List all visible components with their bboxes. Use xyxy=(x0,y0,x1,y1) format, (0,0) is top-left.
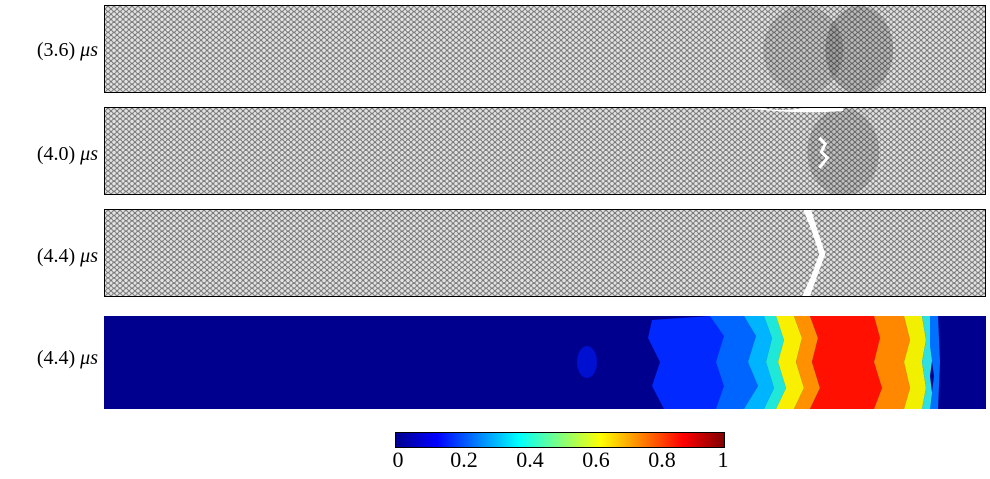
damage-field-panel xyxy=(104,316,986,409)
field-blue-spot-left xyxy=(577,346,597,378)
field-cyan-band xyxy=(744,316,774,409)
field-orange-band-right xyxy=(874,316,910,409)
colorbar-tick-2: 0.4 xyxy=(516,447,544,472)
mesh-panel-2 xyxy=(104,107,986,195)
particle-lattice xyxy=(105,108,985,194)
particle-lattice xyxy=(105,210,985,296)
panel-3-unit: μs xyxy=(80,245,98,267)
panel-1-time: (3.6) xyxy=(36,39,76,61)
compression-wave-right xyxy=(825,6,894,92)
colorbar-tick-4: 0.8 xyxy=(648,447,676,472)
compression-wave xyxy=(807,108,880,194)
panel-2-unit: μs xyxy=(80,143,98,165)
colorbar xyxy=(395,432,725,448)
mesh-panel-1 xyxy=(104,5,986,93)
colorbar-tick-0: 0 xyxy=(392,447,404,472)
particle-lattice xyxy=(105,6,985,92)
field-yellow-band xyxy=(776,316,804,409)
panel-2-time: (4.0) xyxy=(36,143,76,165)
crack-path xyxy=(818,136,830,169)
colorbar-tick-5: 1 xyxy=(717,447,729,472)
field-yellow-band-right xyxy=(904,316,926,409)
crack-top-notch xyxy=(743,108,844,113)
panel-1-time-label: (3.6) μs xyxy=(0,38,98,62)
panel-4-unit: μs xyxy=(80,347,98,369)
field-light-blue-band xyxy=(710,316,758,409)
panel-4-time-label: (4.4) μs xyxy=(0,346,98,370)
mesh-overlay-3 xyxy=(802,210,826,296)
mesh-overlay-1 xyxy=(763,6,894,92)
panel-2-time-label: (4.0) μs xyxy=(0,142,98,166)
mesh-overlay-2 xyxy=(743,108,880,194)
panel-1-unit: μs xyxy=(80,39,98,61)
field-red-band xyxy=(810,316,882,409)
compression-wave-left xyxy=(763,6,844,92)
colorbar-tick-1: 0.2 xyxy=(450,447,478,472)
colorbar-tick-3: 0.6 xyxy=(582,447,610,472)
panel-3-time: (4.4) xyxy=(36,245,76,267)
panel-4-time: (4.4) xyxy=(36,347,76,369)
mesh-panel-3 xyxy=(104,209,986,297)
crack-path xyxy=(802,210,826,296)
field-aqua-band xyxy=(764,316,786,409)
field-blue-band-right xyxy=(930,316,940,409)
panel-3-time-label: (4.4) μs xyxy=(0,244,98,268)
damage-field-map xyxy=(104,316,986,409)
field-orange-band xyxy=(794,316,820,409)
